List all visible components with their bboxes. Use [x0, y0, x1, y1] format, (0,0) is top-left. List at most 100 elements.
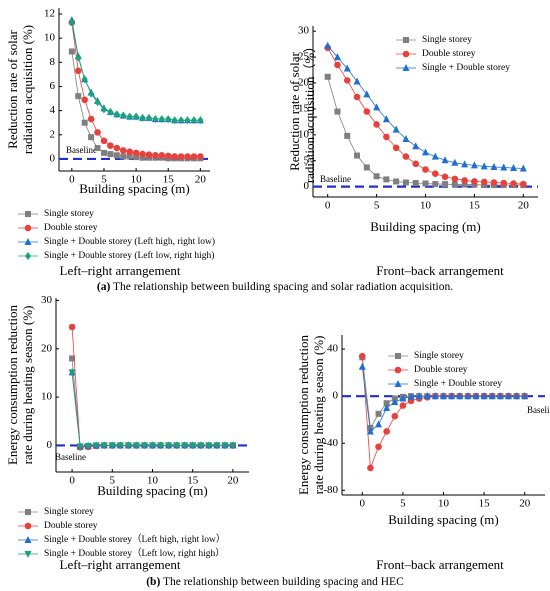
y-tick-label: 10 — [41, 391, 53, 403]
legend-marker — [25, 252, 31, 260]
marker — [126, 112, 133, 121]
marker — [165, 442, 173, 450]
legend-label: Single storey — [44, 209, 94, 219]
panel-subtitle: Left–right arrangement — [60, 557, 181, 572]
marker — [184, 116, 191, 125]
marker — [100, 105, 107, 114]
marker — [197, 116, 204, 125]
marker — [415, 392, 423, 400]
marker — [402, 134, 410, 142]
y-tick-label: 20 — [41, 342, 53, 354]
marker — [100, 137, 108, 145]
marker — [119, 147, 127, 154]
legend-label: Single storey — [414, 351, 464, 361]
marker — [139, 154, 146, 161]
marker — [165, 115, 172, 124]
marker — [81, 75, 88, 84]
marker — [464, 392, 472, 400]
marker — [69, 355, 76, 362]
legend-marker — [24, 224, 32, 232]
x-tick-label: 15 — [163, 174, 175, 186]
marker — [124, 442, 132, 450]
marker — [375, 443, 382, 451]
marker — [184, 153, 191, 160]
legend-marker — [402, 50, 410, 58]
y-tick-label: 30 — [41, 294, 53, 306]
caption-text: The relationship between building spacin… — [163, 576, 404, 588]
marker — [164, 152, 172, 160]
marker — [107, 107, 114, 116]
y-tick-label: -40 — [323, 437, 338, 449]
caption-a: (a) The relationship between building sp… — [97, 281, 453, 293]
y-axis-title: Reduction rate of solar — [5, 29, 20, 148]
marker — [75, 93, 82, 100]
marker — [510, 180, 517, 187]
marker — [68, 323, 76, 331]
marker — [470, 161, 478, 169]
x-tick-label: 15 — [187, 475, 199, 487]
legend-marker — [24, 238, 32, 245]
marker — [472, 392, 480, 400]
x-axis-title: Building spacing (m) — [388, 512, 499, 527]
marker — [373, 173, 380, 180]
marker — [171, 116, 178, 125]
marker — [431, 170, 439, 177]
marker — [488, 392, 496, 400]
marker — [431, 152, 439, 160]
marker — [383, 428, 390, 435]
marker — [158, 152, 166, 159]
legend-marker — [395, 353, 401, 359]
marker — [120, 153, 127, 160]
chart-panel: 0 2 4 6 8 10 12 0 5 10 15 20 Building spacing (m) Red… — [5, 8, 215, 278]
x-tick-label: 0 — [325, 200, 331, 212]
panel-subtitle: Front–back arrangement — [376, 557, 504, 572]
x-tick-label: 10 — [420, 200, 432, 212]
marker — [120, 111, 127, 120]
legend-label: Double storey — [44, 521, 98, 531]
marker — [412, 142, 420, 150]
marker — [359, 352, 366, 360]
legend-label: Single + Double storey — [414, 379, 502, 389]
marker — [181, 442, 189, 450]
marker — [68, 369, 76, 377]
marker — [383, 176, 390, 183]
legend-marker — [402, 64, 410, 71]
marker — [500, 179, 508, 187]
y-axis-title: radiation acquisition (%) — [20, 25, 35, 154]
x-tick-label: 0 — [69, 475, 75, 487]
x-tick-label: 20 — [195, 174, 207, 186]
panel-subtitle: Front–back arrangement — [376, 263, 504, 278]
marker — [343, 64, 351, 72]
y-tick-label: 0 — [50, 152, 56, 164]
marker — [132, 442, 140, 450]
marker — [68, 48, 75, 55]
marker — [108, 442, 116, 450]
marker — [519, 164, 527, 172]
y-tick-label: 15 — [298, 102, 310, 114]
marker — [126, 153, 133, 160]
marker — [113, 152, 120, 159]
marker — [100, 149, 107, 156]
marker — [88, 89, 95, 98]
y-tick-label: 8 — [50, 56, 56, 68]
marker — [520, 180, 527, 188]
legend-label: Single + Double storey（Left low, right h… — [44, 547, 225, 559]
y-tick-label: 12 — [44, 8, 55, 20]
marker — [422, 148, 429, 156]
marker — [88, 134, 95, 141]
marker — [471, 178, 478, 185]
legend-marker — [25, 211, 31, 217]
series-line — [71, 51, 201, 159]
x-tick-label: 5 — [400, 498, 406, 510]
marker — [521, 392, 529, 400]
legend-label: Single + Double storey (Left low, right … — [44, 250, 214, 261]
marker — [490, 162, 498, 170]
marker — [441, 173, 449, 181]
marker — [139, 150, 146, 158]
marker — [145, 113, 152, 122]
y-tick-label: 4 — [50, 104, 56, 116]
marker — [197, 442, 205, 450]
marker — [152, 115, 159, 124]
marker — [451, 158, 459, 166]
x-tick-label: 10 — [147, 475, 159, 487]
